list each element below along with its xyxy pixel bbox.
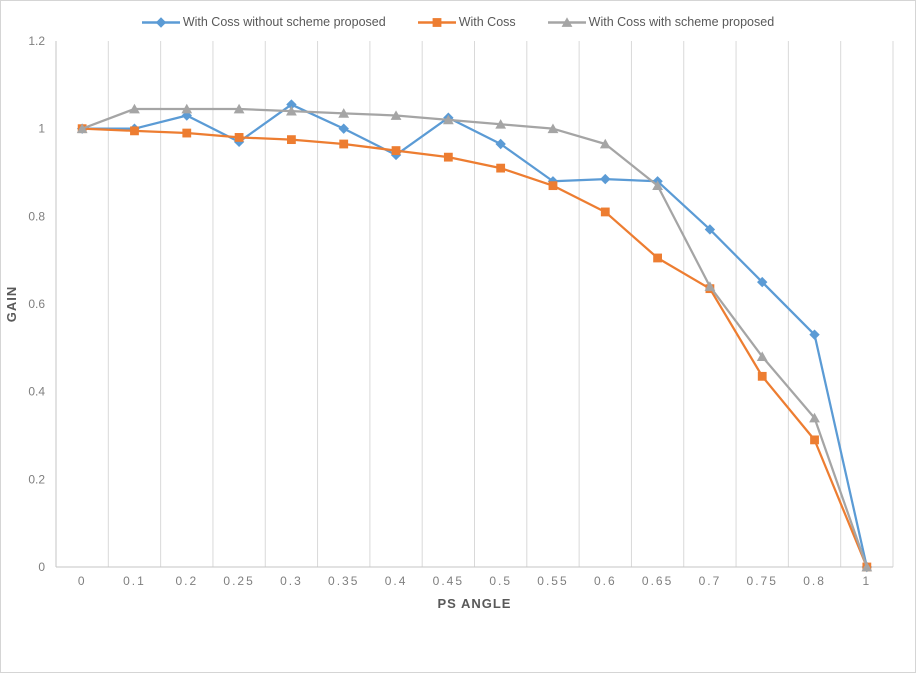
series-2: [76, 103, 873, 572]
legend-item-1: With Coss: [417, 15, 516, 29]
square-marker: [600, 207, 610, 217]
legend-triangle-icon: [547, 16, 586, 27]
diamond-marker: [495, 138, 506, 150]
x-tick-label: 0.2: [175, 574, 198, 588]
y-axis-title: GAIN: [4, 286, 19, 323]
square-marker: [182, 128, 192, 138]
triangle-marker: [652, 180, 663, 191]
square-marker: [287, 135, 296, 145]
x-axis-title: PS ANGLE: [438, 596, 512, 611]
square-marker: [757, 371, 767, 381]
triangle-marker: [756, 351, 768, 361]
y-tick-label: 0.2: [28, 472, 45, 486]
triangle-marker: [76, 123, 88, 134]
square-marker: [810, 435, 819, 445]
x-tick-label: 0: [78, 574, 87, 588]
diamond-marker: [757, 276, 768, 288]
x-tick-label: 0.45: [433, 574, 464, 588]
series-line-0: [81, 103, 868, 569]
y-tick-label: 1: [38, 122, 45, 136]
triangle-marker: [129, 103, 140, 114]
legend-item-0: With Coss without scheme proposed: [141, 15, 386, 29]
series-line-1: [81, 127, 868, 569]
diamond-marker: [809, 329, 820, 340]
x-tick-label: 0.55: [537, 574, 568, 588]
square-marker: [443, 152, 453, 162]
square-marker: [391, 146, 401, 155]
square-marker: [432, 17, 442, 27]
square-marker: [653, 253, 662, 263]
diamond-marker: [181, 110, 192, 121]
x-tick-label: 0.7: [699, 574, 722, 588]
x-tick-label: 0.5: [489, 574, 512, 588]
x-tick-label: 0.6: [594, 574, 617, 588]
x-tick-label: 0.35: [328, 574, 359, 588]
triangle-marker: [547, 123, 559, 134]
legend-label: With Coss: [458, 15, 516, 29]
diamond-marker: [704, 224, 716, 235]
legend-square-icon: [417, 17, 456, 27]
triangle-marker: [338, 108, 350, 118]
triangle-marker: [704, 281, 716, 291]
x-tick-label: 1: [863, 574, 872, 588]
triangle-marker: [390, 110, 402, 120]
series-line-2: [81, 107, 868, 569]
y-tick-label: 0.8: [28, 209, 45, 223]
diamond-marker: [286, 99, 297, 110]
x-tick-label: 0.25: [223, 574, 254, 588]
triangle-marker: [442, 114, 454, 125]
x-tick-label: 0.8: [803, 574, 826, 588]
chart-legend: With Coss without scheme proposed With Co…: [1, 15, 915, 29]
legend-diamond-icon: [141, 16, 180, 28]
triangle-marker: [233, 103, 245, 114]
triangle-marker: [809, 412, 820, 423]
square-marker: [234, 133, 244, 142]
triangle-marker: [286, 105, 297, 116]
square-marker: [130, 126, 139, 136]
x-tick-label: 0.75: [747, 574, 778, 588]
x-tick-label: 0.3: [280, 574, 303, 588]
triangle-marker: [861, 561, 873, 572]
y-tick-label: 0: [38, 560, 45, 574]
triangle-marker: [599, 138, 611, 149]
y-tick-label: 0.6: [28, 297, 45, 311]
x-tick-label: 0.1: [123, 574, 146, 588]
triangle-marker: [495, 119, 507, 129]
y-tick-label: 1.2: [28, 34, 45, 48]
triangle-marker: [181, 103, 193, 114]
y-tick-label: 0.4: [28, 385, 45, 399]
x-tick-label: 0.65: [642, 574, 673, 588]
square-marker: [339, 139, 349, 149]
square-marker: [548, 181, 558, 191]
diamond-marker: [155, 16, 167, 28]
square-marker: [496, 163, 506, 173]
legend-label: With Coss without scheme proposed: [182, 15, 386, 29]
legend-item-2: With Coss with scheme proposed: [547, 15, 775, 29]
legend-label: With Coss with scheme proposed: [588, 15, 775, 29]
x-tick-label: 0.4: [385, 574, 408, 588]
diamond-marker: [338, 123, 349, 134]
triangle-marker: [561, 16, 573, 27]
diamond-marker: [600, 173, 611, 185]
